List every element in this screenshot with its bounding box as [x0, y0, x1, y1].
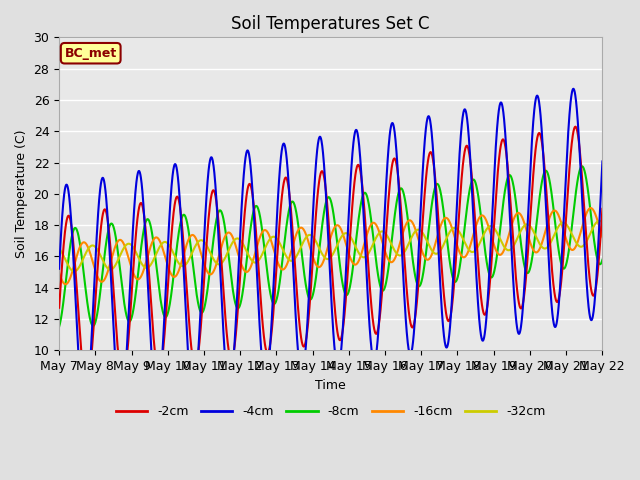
Title: Soil Temperatures Set C: Soil Temperatures Set C [232, 15, 430, 33]
X-axis label: Time: Time [316, 379, 346, 392]
Legend: -2cm, -4cm, -8cm, -16cm, -32cm: -2cm, -4cm, -8cm, -16cm, -32cm [111, 400, 550, 423]
Y-axis label: Soil Temperature (C): Soil Temperature (C) [15, 130, 28, 258]
Text: BC_met: BC_met [65, 47, 117, 60]
